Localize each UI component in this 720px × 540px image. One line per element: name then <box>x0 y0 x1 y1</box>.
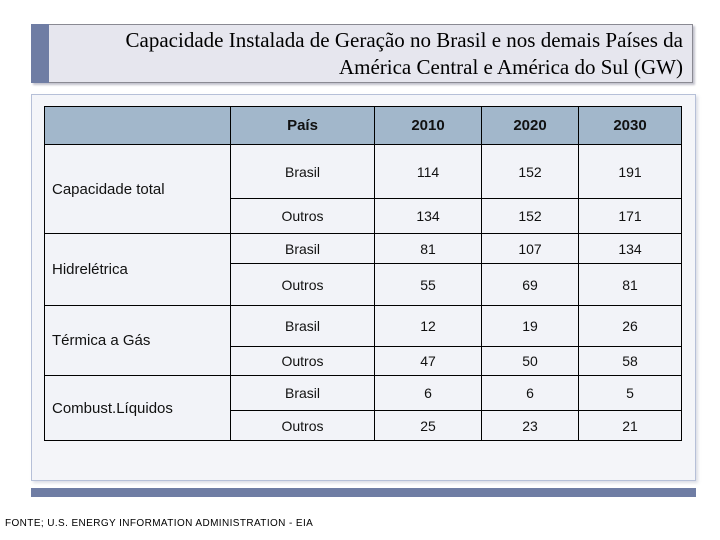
value-cell: 25 <box>374 410 482 441</box>
table-row: Térmica a Gás Brasil 12 19 26 <box>44 305 682 376</box>
value-cell: 134 <box>374 198 482 234</box>
table-row: Outros 134 152 171 <box>45 198 682 234</box>
header-cell-2020: 2020 <box>481 106 579 145</box>
table-row: Outros 47 50 58 <box>45 346 682 376</box>
value-cell: 81 <box>374 233 482 264</box>
country-cell: Brasil <box>230 305 375 347</box>
header-cell-2030: 2030 <box>578 106 682 145</box>
slide-title-line-1: Capacidade Instalada de Geração no Brasi… <box>125 28 683 52</box>
title-accent-bar <box>31 24 49 83</box>
value-cell: 6 <box>374 375 482 411</box>
content-panel: País 2010 2020 2030 Capacidade total Bra… <box>31 94 696 481</box>
table-header-row: País 2010 2020 2030 <box>44 106 682 145</box>
bottom-accent-bar <box>31 488 696 497</box>
value-cell: 6 <box>481 375 579 411</box>
country-cell: Outros <box>230 410 375 441</box>
table-row: Combust.Líquidos Brasil 6 6 5 <box>44 375 682 441</box>
country-cell: Brasil <box>230 375 375 411</box>
table-row: Capacidade total Brasil 114 152 191 <box>44 144 682 234</box>
slide-title-line-2: América Central e América do Sul (GW) <box>338 55 683 79</box>
country-cell: Outros <box>230 346 375 376</box>
table-row: Outros 55 69 81 <box>45 263 682 306</box>
value-cell: 134 <box>578 233 682 264</box>
category-cell-capacidade-total: Capacidade total <box>44 144 231 234</box>
category-cell-hidreletrica: Hidrelétrica <box>44 233 231 306</box>
country-cell: Outros <box>230 263 375 306</box>
value-cell: 58 <box>578 346 682 376</box>
value-cell: 26 <box>578 305 682 347</box>
category-cell-termica-a-gas: Térmica a Gás <box>44 305 231 376</box>
value-cell: 19 <box>481 305 579 347</box>
category-cell-combust-liquidos: Combust.Líquidos <box>44 375 231 441</box>
value-cell: 55 <box>374 263 482 306</box>
value-cell: 191 <box>578 144 682 199</box>
source-footer: FONTE; U.S. ENERGY INFORMATION ADMINISTR… <box>5 518 314 529</box>
value-cell: 152 <box>481 198 579 234</box>
value-cell: 21 <box>578 410 682 441</box>
slide-title: Capacidade Instalada de Geração no Brasi… <box>56 27 683 81</box>
value-cell: 47 <box>374 346 482 376</box>
value-cell: 50 <box>481 346 579 376</box>
header-cell-2010: 2010 <box>374 106 482 145</box>
title-bar: Capacidade Instalada de Geração no Brasi… <box>31 24 693 83</box>
header-cell-category <box>44 106 231 145</box>
value-cell: 69 <box>481 263 579 306</box>
table-row: Outros 25 23 21 <box>45 410 682 441</box>
value-cell: 12 <box>374 305 482 347</box>
country-cell: Outros <box>230 198 375 234</box>
value-cell: 23 <box>481 410 579 441</box>
country-cell: Brasil <box>230 144 375 199</box>
capacity-table: País 2010 2020 2030 Capacidade total Bra… <box>44 106 682 441</box>
value-cell: 114 <box>374 144 482 199</box>
value-cell: 5 <box>578 375 682 411</box>
value-cell: 171 <box>578 198 682 234</box>
header-cell-pais: País <box>230 106 375 145</box>
value-cell: 81 <box>578 263 682 306</box>
value-cell: 152 <box>481 144 579 199</box>
table-row: Hidrelétrica Brasil 81 107 134 <box>44 233 682 306</box>
country-cell: Brasil <box>230 233 375 264</box>
value-cell: 107 <box>481 233 579 264</box>
